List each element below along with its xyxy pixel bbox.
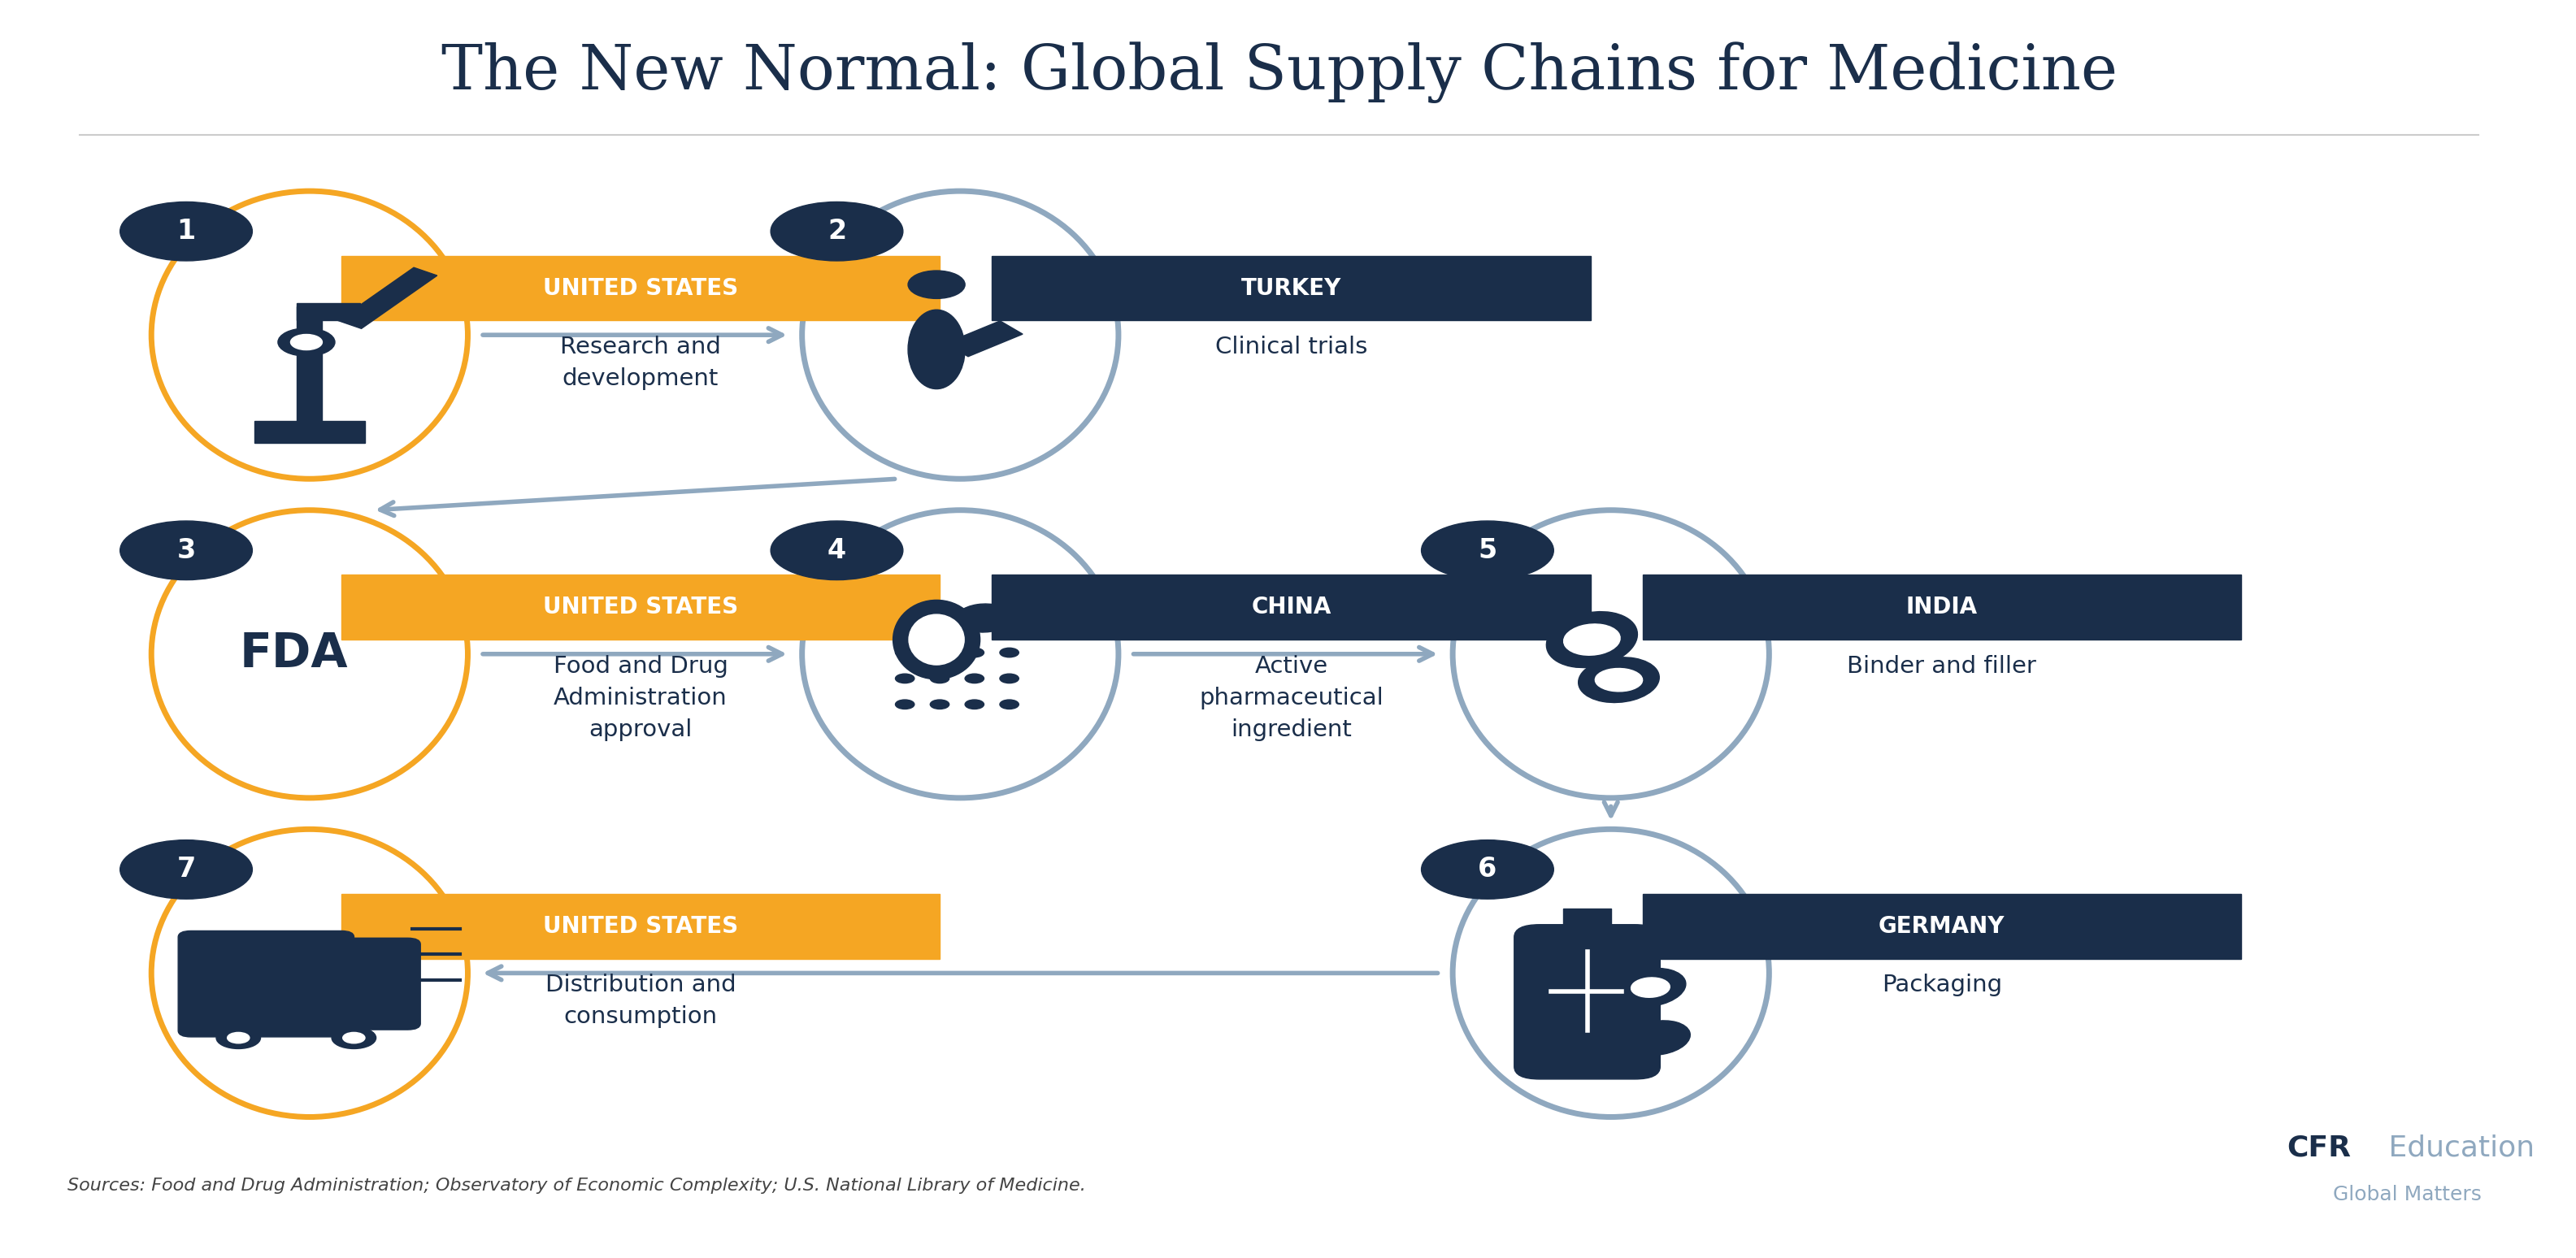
Text: Clinical trials: Clinical trials <box>1216 336 1368 359</box>
Text: INDIA: INDIA <box>1906 596 1978 619</box>
Circle shape <box>999 699 1018 710</box>
Circle shape <box>930 699 948 710</box>
Ellipse shape <box>1422 840 1553 899</box>
Circle shape <box>291 335 322 350</box>
Ellipse shape <box>770 201 904 260</box>
Circle shape <box>930 674 948 683</box>
Text: 4: 4 <box>827 537 848 564</box>
Circle shape <box>896 699 914 710</box>
Text: UNITED STATES: UNITED STATES <box>544 915 739 937</box>
Ellipse shape <box>1579 657 1659 702</box>
Bar <box>255 421 366 443</box>
Text: The New Normal: Global Supply Chains for Medicine: The New Normal: Global Supply Chains for… <box>440 42 2117 103</box>
Ellipse shape <box>801 511 1118 798</box>
Ellipse shape <box>1422 521 1553 580</box>
Circle shape <box>999 648 1018 657</box>
Circle shape <box>227 1033 250 1043</box>
Text: Binder and filler: Binder and filler <box>1847 654 2038 677</box>
Circle shape <box>332 1027 376 1049</box>
Circle shape <box>896 674 914 683</box>
Ellipse shape <box>801 191 1118 479</box>
Text: 2: 2 <box>827 218 848 245</box>
Circle shape <box>907 270 966 298</box>
Text: Sources: Food and Drug Administration; Observatory of Economic Complexity; U.S. : Sources: Food and Drug Administration; O… <box>67 1177 1084 1194</box>
Ellipse shape <box>894 600 979 679</box>
Text: UNITED STATES: UNITED STATES <box>544 277 739 299</box>
Bar <box>992 575 1589 639</box>
Text: CFR: CFR <box>2287 1135 2352 1162</box>
Ellipse shape <box>1615 969 1685 1006</box>
Circle shape <box>930 648 948 657</box>
Bar <box>992 255 1589 321</box>
Circle shape <box>278 328 335 356</box>
Ellipse shape <box>1564 624 1620 655</box>
Circle shape <box>966 699 984 710</box>
Text: GERMANY: GERMANY <box>1878 915 2004 937</box>
Bar <box>340 255 940 321</box>
Text: Education: Education <box>2380 1135 2535 1162</box>
Text: 1: 1 <box>178 218 196 245</box>
Bar <box>1564 908 1610 937</box>
Bar <box>296 306 322 421</box>
Circle shape <box>216 1027 260 1049</box>
Text: Food and Drug
Administration
approval: Food and Drug Administration approval <box>554 654 729 741</box>
FancyBboxPatch shape <box>332 938 420 1030</box>
Ellipse shape <box>152 829 469 1117</box>
Text: CHINA: CHINA <box>1252 596 1332 619</box>
Ellipse shape <box>1453 511 1770 798</box>
Text: 6: 6 <box>1479 857 1497 883</box>
Ellipse shape <box>907 309 966 389</box>
Ellipse shape <box>121 840 252 899</box>
Ellipse shape <box>152 511 469 798</box>
Text: TURKEY: TURKEY <box>1242 277 1342 299</box>
FancyBboxPatch shape <box>1515 925 1659 1079</box>
Text: 3: 3 <box>178 537 196 564</box>
Circle shape <box>966 674 984 683</box>
Text: 7: 7 <box>178 857 196 883</box>
Ellipse shape <box>121 201 252 260</box>
Text: Active
pharmaceutical
ingredient: Active pharmaceutical ingredient <box>1198 654 1383 741</box>
Bar <box>1643 575 2241 639</box>
Text: Global Matters: Global Matters <box>2334 1185 2481 1204</box>
Ellipse shape <box>956 604 1012 633</box>
Circle shape <box>896 648 914 657</box>
Circle shape <box>999 674 1018 683</box>
Text: FDA: FDA <box>240 630 348 677</box>
Bar <box>340 894 940 959</box>
Bar <box>340 575 940 639</box>
Text: 5: 5 <box>1479 537 1497 564</box>
Ellipse shape <box>770 521 904 580</box>
Bar <box>1643 894 2241 959</box>
Ellipse shape <box>1625 1020 1690 1055</box>
Bar <box>945 321 1023 356</box>
Text: Packaging: Packaging <box>1880 974 2002 996</box>
Circle shape <box>966 648 984 657</box>
Ellipse shape <box>1631 977 1669 998</box>
Ellipse shape <box>1453 829 1770 1117</box>
Text: Distribution and
consumption: Distribution and consumption <box>546 974 737 1028</box>
Ellipse shape <box>1546 611 1638 668</box>
Circle shape <box>343 1033 366 1043</box>
Text: UNITED STATES: UNITED STATES <box>544 596 739 619</box>
Ellipse shape <box>909 614 963 664</box>
Bar <box>337 268 438 328</box>
Ellipse shape <box>152 191 469 479</box>
FancyBboxPatch shape <box>178 931 353 1037</box>
Text: Research and
development: Research and development <box>559 336 721 390</box>
Bar <box>296 303 361 321</box>
Ellipse shape <box>1595 668 1643 692</box>
Ellipse shape <box>121 521 252 580</box>
